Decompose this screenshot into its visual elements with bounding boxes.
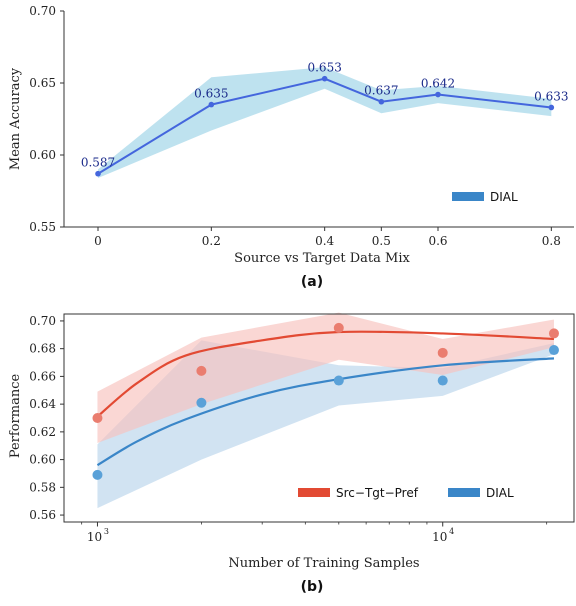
panel-b-y-tick-label: 0.68 (29, 342, 56, 356)
panel-a-legend: DIAL (452, 190, 518, 204)
panel-a-y-tick-label: 0.55 (29, 220, 56, 234)
panel-a-legend-label: DIAL (490, 190, 518, 204)
panel-a-x-tick-label: 0.5 (372, 234, 391, 248)
panel-b-x-axis-label: Number of Training Samples (228, 556, 419, 571)
panel-b-legend-swatch (448, 488, 480, 497)
panel-b-point (196, 397, 207, 408)
panel-b-y-tick-label: 0.56 (29, 508, 56, 522)
panel-a-y-tick-label: 0.70 (29, 4, 56, 18)
panel-a-point (321, 75, 328, 82)
panel-b-point (92, 413, 103, 423)
panel-a-point (435, 91, 441, 98)
panel-b-x-tick-exponent: 3 (104, 527, 109, 536)
panel-b-point (437, 347, 448, 358)
panel-a-x-tick-label: 0.2 (202, 234, 221, 248)
panel-a-y-axis-label: Mean Accuracy (8, 67, 23, 170)
panel-b-y-tick-label: 0.70 (29, 314, 56, 328)
panel-a-data-label: 0.642 (421, 77, 455, 91)
panel-a-x-axis-label: Source vs Target Data Mix (234, 251, 410, 266)
panel-a-x-tick-label: 0 (94, 234, 102, 248)
panel-b-fit-line-0 (96, 330, 555, 418)
panel-b-y-tick-label: 0.64 (29, 397, 56, 411)
panel-b-x-tick-label: 10 (87, 530, 102, 544)
panel-a-x-tick-label: 0.4 (315, 234, 334, 248)
panel-b-point (333, 322, 344, 333)
panel-b-band-0 (97, 312, 554, 443)
panel-b-axes-frame (63, 313, 575, 523)
panel-b-legend-swatch (298, 488, 330, 497)
panel-b-x-tick-label: 10 (432, 530, 447, 544)
panel-b-point (333, 375, 344, 386)
panel-b-fit-line-1 (96, 357, 555, 467)
panel-b-point (196, 365, 207, 376)
panel-a-point (95, 170, 101, 177)
panel-b-legend-label: DIAL (486, 486, 514, 500)
panel-b-y-tick-label: 0.58 (29, 480, 56, 494)
panel-b-point (92, 469, 103, 480)
panel-b-caption: (b) (301, 579, 324, 595)
panel-a-data-label: 0.635 (194, 87, 228, 101)
panel-a-x-tick-label: 0.6 (428, 234, 447, 248)
panel-b-y-tick-label: 0.62 (29, 425, 56, 439)
panel-a-y-tick-label: 0.65 (29, 76, 56, 90)
panel-a-series-line (97, 77, 552, 175)
panel-b-y-tick-label: 0.66 (29, 369, 56, 383)
panel-b-point (548, 345, 559, 356)
panel-b-y-tick-label: 0.60 (29, 453, 56, 467)
panel-a-point (378, 98, 385, 105)
panel-a-data-label: 0.653 (307, 61, 341, 75)
panel-b-legend-label: Src−Tgt−Pref (336, 486, 419, 500)
panel-a-data-label: 0.637 (364, 84, 398, 98)
panel-a-point (548, 104, 555, 111)
panel-b-point (548, 328, 559, 339)
panel-a-x-tick-label: 0.8 (542, 234, 561, 248)
panel-a-y-tick-label: 0.60 (29, 148, 56, 162)
panel-a-point (208, 101, 215, 108)
panel-a-data-label: 0.633 (534, 89, 568, 103)
panel-b-point (437, 375, 448, 386)
panel-b-y-axis-label: Performance (8, 374, 23, 459)
panel-b-x-tick-exponent: 4 (449, 527, 454, 536)
panel-b-legend: Src−Tgt−Pref DIAL (298, 486, 514, 500)
panel-a-caption: (a) (301, 274, 323, 290)
panel-a-data-label: 0.587 (81, 156, 115, 170)
panel-a-legend-swatch (452, 192, 484, 201)
